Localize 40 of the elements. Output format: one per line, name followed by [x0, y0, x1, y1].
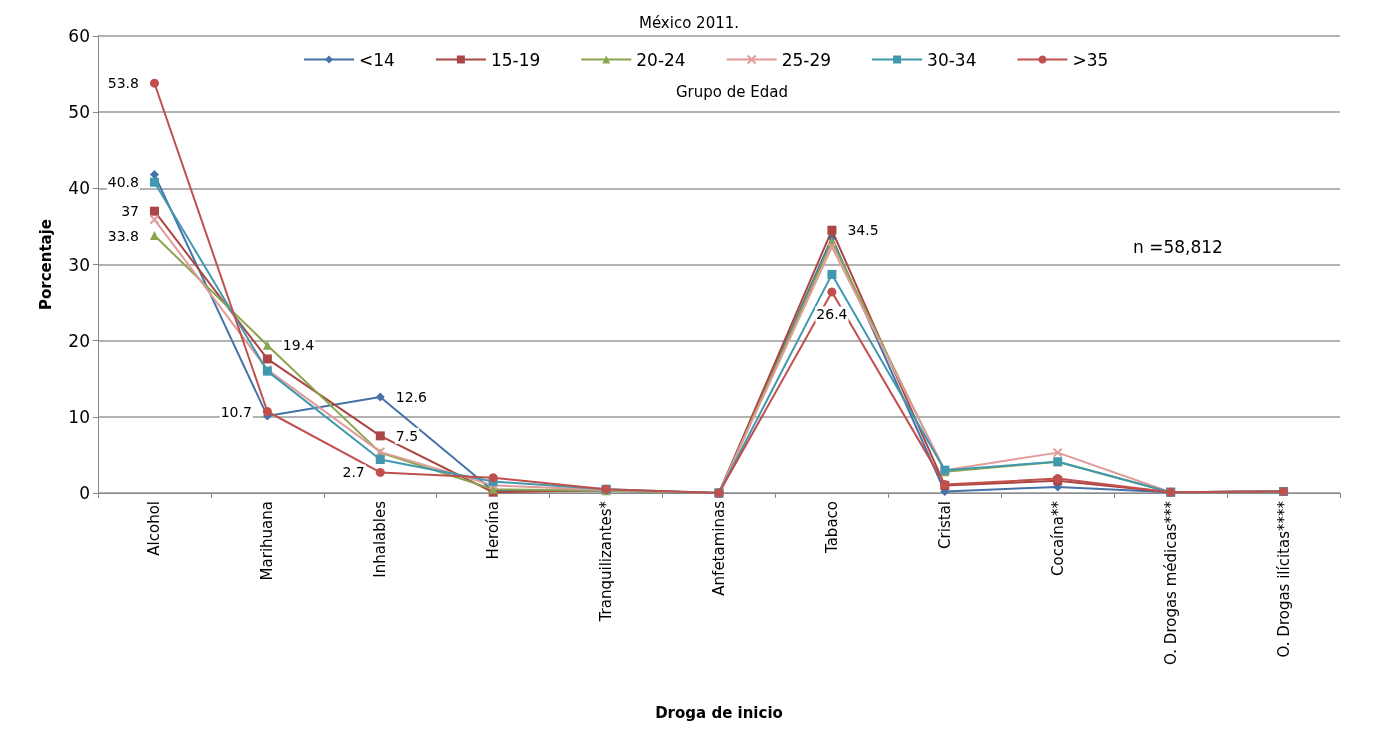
legend-label: 15-19 [490, 49, 541, 70]
x-tick-label: Tranquilizantes* [597, 500, 616, 623]
x-tick-label: Cocaína** [1048, 500, 1067, 576]
annotation: n =58,812 [1133, 236, 1223, 257]
x-axis-title: Droga de inicio [655, 703, 783, 722]
y-axis-title: Porcentaje [36, 218, 55, 311]
x-tick-label: O. Drogas médicas*** [1161, 500, 1180, 665]
y-tick-label: 60 [68, 26, 90, 46]
x-tick-label: Anfetaminas [710, 500, 728, 596]
legend-label: 30-34 [927, 49, 977, 70]
y-tick-label: 30 [68, 254, 90, 275]
x-tick-label: Inhalables [371, 500, 390, 578]
data-label: 26.4 [816, 306, 848, 323]
legend-label: 25-29 [781, 49, 832, 70]
data-label: 40.8 [107, 174, 139, 191]
data-label: 2.7 [342, 464, 365, 481]
data-label: 19.4 [282, 337, 315, 354]
y-tick-label: 50 [68, 102, 90, 123]
x-tick-label: Marihuana [258, 501, 277, 581]
data-label: 12.6 [395, 389, 428, 406]
y-tick-label: 10 [68, 406, 90, 427]
data-label: 7.5 [395, 427, 419, 444]
x-tick-label: Cristal [935, 501, 954, 549]
legend-label: <14 [359, 49, 395, 70]
data-label: 53.8 [107, 75, 139, 92]
data-label: 34.5 [847, 222, 879, 239]
data-label: 10.7 [220, 403, 252, 420]
x-tick-label: Heroína [484, 501, 503, 560]
y-tick-label: 0 [79, 483, 90, 503]
data-label: 33.8 [107, 227, 139, 244]
x-tick-label: Alcohol [145, 501, 164, 556]
data-label: 37 [121, 203, 139, 220]
x-tick-label: Tabaco [822, 501, 841, 555]
y-tick-label: 20 [68, 330, 90, 351]
y-tick-label: 40 [68, 178, 90, 199]
legend-label: 20-24 [636, 49, 686, 70]
legend-label: >35 [1072, 49, 1109, 70]
x-tick-label: O. Drogas ilícitas**** [1274, 500, 1293, 658]
legend-title: Grupo de Edad [676, 82, 788, 101]
chart-title: México 2011. [638, 13, 740, 32]
